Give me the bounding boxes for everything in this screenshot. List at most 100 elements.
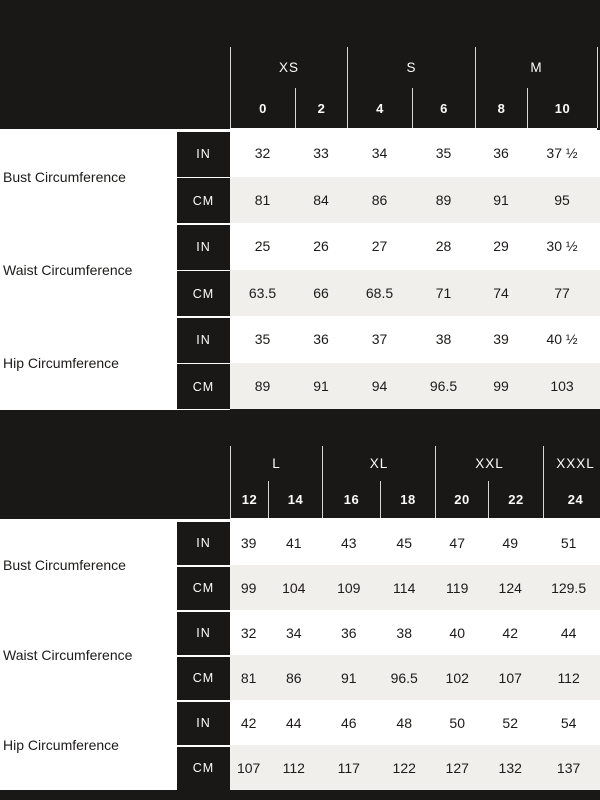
unit-cell-cm: CM <box>177 271 230 316</box>
value-cell: 49 <box>502 534 518 551</box>
value-cell: 35 <box>254 331 271 348</box>
size-number-cell: 0 <box>230 88 295 128</box>
size-group-header-row: L XL XXL XXXL <box>230 446 600 481</box>
table-row-bust-cm: 99 104 109 114 119 124 129.5 <box>230 565 600 610</box>
unit-cell-cm: CM <box>177 656 230 700</box>
value-cell: 50 <box>449 714 465 731</box>
size-number-cell: 14 <box>268 481 322 518</box>
size-number-cell: 18 <box>380 481 435 518</box>
table-row-hip-cm: 107 112 117 122 127 132 137 <box>230 745 600 790</box>
value-cell: 48 <box>396 714 412 731</box>
size-number-cell: 22 <box>488 481 543 518</box>
row-label-hip: Hip Circumference <box>3 354 119 371</box>
value-cell: 39 <box>493 331 509 348</box>
value-cell: 35 <box>435 145 452 162</box>
unit-cell-in: IN <box>177 611 230 655</box>
value-cell: 27 <box>371 238 388 255</box>
unit-cell-in: IN <box>177 701 230 745</box>
size-group-xl: XL <box>322 446 435 481</box>
value-cell: 52 <box>502 714 518 731</box>
value-cell: 41 <box>286 534 302 551</box>
value-cell: 29 <box>493 238 509 255</box>
table-row-hip-in: 42 44 46 48 50 52 54 <box>230 700 600 745</box>
value-cell: 124 <box>498 579 522 596</box>
value-cell: 91 <box>313 377 329 394</box>
table-row-waist-cm: 63.5 66 68.5 71 74 77 <box>230 269 600 316</box>
value-cell: 26 <box>313 238 329 255</box>
value-cell: 38 <box>435 331 452 348</box>
value-cell: 36 <box>313 331 329 348</box>
table-row-bust-in: 39 41 43 45 47 49 51 <box>230 520 600 565</box>
value-cell: 42 <box>502 624 518 641</box>
value-cell: 66 <box>313 284 329 301</box>
unit-cell-in: IN <box>177 521 230 565</box>
value-cell: 51 <box>560 534 577 551</box>
table-row-waist-cm: 81 86 91 96.5 102 107 112 <box>230 655 600 700</box>
unit-cell-cm: CM <box>177 566 230 610</box>
value-cell: 32 <box>240 624 257 641</box>
value-cell: 30 ½ <box>546 238 578 255</box>
value-cell: 81 <box>254 191 271 208</box>
table-row-bust-in: 32 33 34 35 36 37 ½ <box>230 130 600 177</box>
value-cell: 84 <box>313 191 329 208</box>
header-divider <box>230 128 597 130</box>
value-cell: 33 <box>313 145 329 162</box>
value-cell: 99 <box>240 579 257 596</box>
value-cell: 112 <box>282 759 305 776</box>
value-cell: 54 <box>560 714 577 731</box>
size-number-cell: 16 <box>322 481 380 518</box>
value-cell: 122 <box>392 759 416 776</box>
value-cell: 42 <box>240 714 257 731</box>
numeric-size-header-row: 12 14 16 18 20 22 24 <box>230 481 600 518</box>
table-row-hip-cm: 89 91 94 96.5 99 103 <box>230 362 600 409</box>
size-group-xxxl: XXXL <box>543 446 600 481</box>
size-group-s: S <box>347 47 475 88</box>
row-label-waist: Waist Circumference <box>3 261 133 278</box>
value-cell: 39 <box>240 534 257 551</box>
value-cell: 34 <box>286 624 302 641</box>
value-cell: 74 <box>493 284 509 301</box>
value-cell: 77 <box>554 284 570 301</box>
table-row-bust-cm: 81 84 86 89 91 95 <box>230 176 600 223</box>
size-group-xs: XS <box>230 47 347 88</box>
size-group-xxl: XXL <box>435 446 543 481</box>
table-row-hip-in: 35 36 37 38 39 40 ½ <box>230 316 600 363</box>
size-number-cell: 10 <box>527 88 597 128</box>
value-cell: 107 <box>498 669 522 686</box>
size-group-l: L <box>230 446 322 481</box>
value-cell: 89 <box>254 377 271 394</box>
row-label-hip: Hip Circumference <box>3 737 119 753</box>
value-cell: 44 <box>286 714 302 731</box>
value-cell: 71 <box>435 284 452 301</box>
unit-cell-cm: CM <box>177 746 230 790</box>
value-cell: 44 <box>560 624 577 641</box>
value-cell: 43 <box>340 534 357 551</box>
value-cell: 94 <box>371 377 388 394</box>
size-number-cell: 12 <box>230 481 268 518</box>
value-cell: 37 <box>371 331 388 348</box>
value-cell: 102 <box>445 669 469 686</box>
value-cell: 86 <box>371 191 388 208</box>
value-cell: 81 <box>240 669 257 686</box>
numeric-size-header-row: 0 2 4 6 8 10 <box>230 88 598 128</box>
value-cell: 89 <box>435 191 452 208</box>
value-cell: 119 <box>446 579 469 596</box>
row-label-bust: Bust Circumference <box>3 168 126 185</box>
value-cell: 96.5 <box>429 377 458 394</box>
value-cell: 127 <box>445 759 469 776</box>
value-cell: 91 <box>340 669 357 686</box>
value-cell: 47 <box>449 534 465 551</box>
table-row-waist-in: 32 34 36 38 40 42 44 <box>230 610 600 655</box>
value-cell: 63.5 <box>248 284 277 301</box>
value-cell: 68.5 <box>365 284 394 301</box>
value-cell: 114 <box>393 579 416 596</box>
value-cell: 91 <box>493 191 509 208</box>
value-cell: 38 <box>396 624 412 641</box>
size-group-m: M <box>475 47 597 88</box>
value-cell: 99 <box>493 377 509 394</box>
size-number-cell: 24 <box>543 481 600 518</box>
unit-cell-cm: CM <box>177 364 230 409</box>
row-label-bust: Bust Circumference <box>3 557 126 573</box>
value-cell: 137 <box>556 759 581 776</box>
